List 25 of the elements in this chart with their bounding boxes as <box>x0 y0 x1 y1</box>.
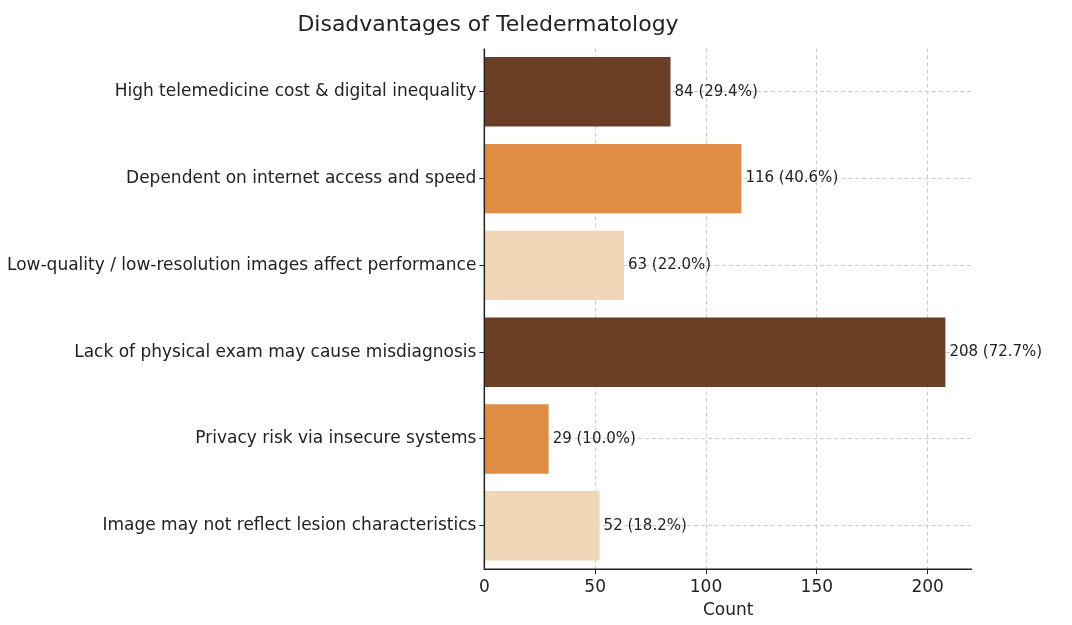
data-label: 29 (10.0%) <box>552 428 636 447</box>
y-tick-label: Lack of physical exam may cause misdiagnosis <box>74 340 477 361</box>
x-tick-label: 50 <box>584 575 606 596</box>
bar <box>484 491 600 561</box>
data-label: 52 (18.2%) <box>603 515 687 534</box>
x-tick-label: 100 <box>689 575 723 596</box>
y-tick-label: High telemedicine cost & digital inequality <box>114 80 477 101</box>
bar <box>484 317 946 387</box>
y-tick-label: Image may not reflect lesion characteristics <box>102 514 477 535</box>
x-tick-label: 0 <box>478 575 490 596</box>
y-tick-label: Privacy risk via insecure systems <box>195 427 477 448</box>
bar <box>484 143 742 214</box>
x-tick-label: 150 <box>800 575 834 596</box>
data-label: 116 (40.6%) <box>745 168 839 187</box>
x-tick-label: 200 <box>911 575 944 596</box>
chart-title: Disadvantages of Teledermatology <box>297 10 679 36</box>
x-axis-title: Count <box>702 599 754 620</box>
data-label: 84 (29.4%) <box>674 81 758 100</box>
data-label: 208 (72.7%) <box>949 342 1043 361</box>
bar <box>484 230 624 301</box>
bar <box>484 404 549 474</box>
data-label: 63 (22.0%) <box>628 255 712 274</box>
bar <box>484 57 671 127</box>
y-tick-label: Dependent on internet access and speed <box>126 167 477 188</box>
y-tick-label: Low-quality / low-resolution images affect performance <box>6 253 477 274</box>
